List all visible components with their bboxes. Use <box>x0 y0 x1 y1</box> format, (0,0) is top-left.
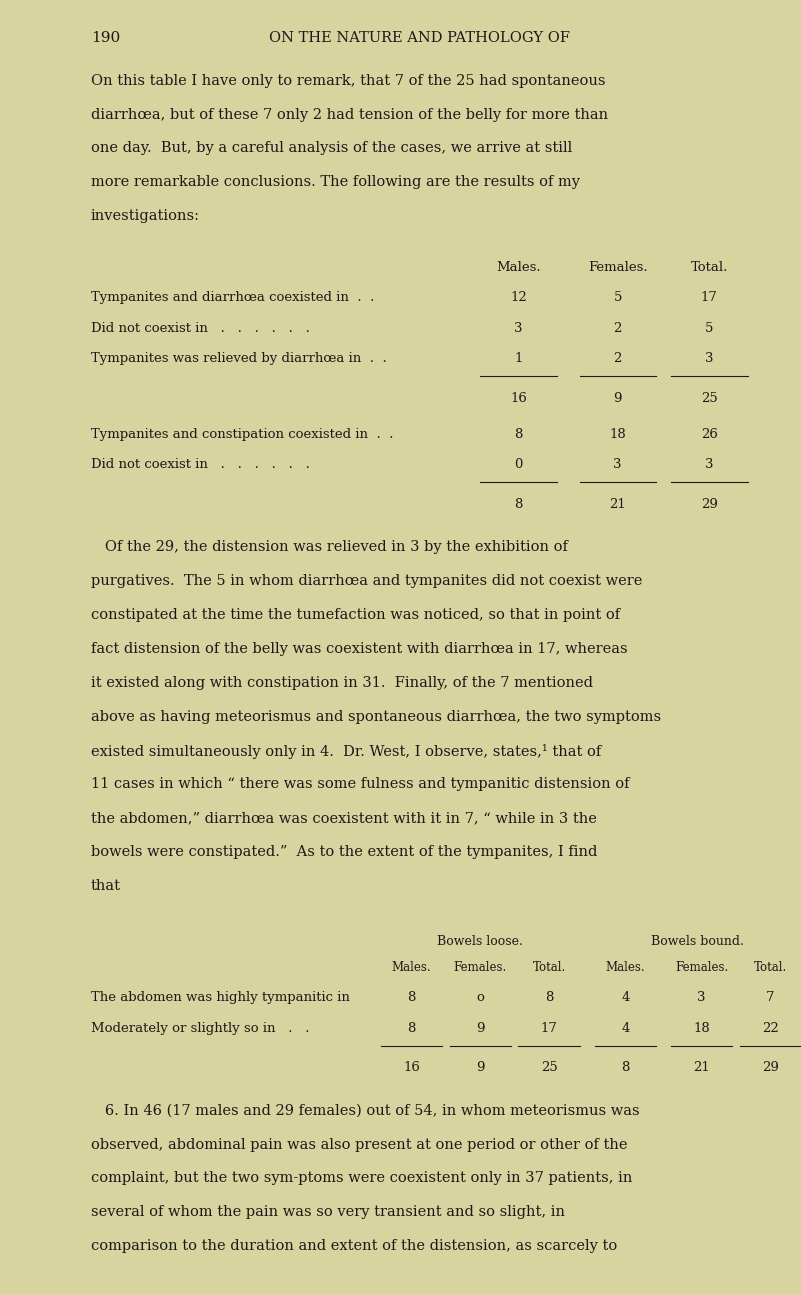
Text: 25: 25 <box>701 391 718 405</box>
Text: diarrhœa, but of these 7 only 2 had tension of the belly for more than: diarrhœa, but of these 7 only 2 had tens… <box>91 107 608 122</box>
Text: 0: 0 <box>514 458 522 471</box>
Text: investigations:: investigations: <box>91 210 199 223</box>
Text: 18: 18 <box>694 1022 710 1035</box>
Text: Females.: Females. <box>675 961 728 974</box>
Text: 8: 8 <box>408 1022 416 1035</box>
Text: above as having meteorismus and spontaneous diarrhœa, the two symptoms: above as having meteorismus and spontane… <box>91 710 661 724</box>
Text: complaint, but the two sym­ptoms were coexistent only in 37 patients, in: complaint, but the two sym­ptoms were co… <box>91 1172 632 1185</box>
Text: 6. In 46 (17 males and 29 females) out of 54, in whom meteorismus was: 6. In 46 (17 males and 29 females) out o… <box>91 1103 639 1118</box>
Text: 11 cases in which “ there was some fulness and tympanitic distension of: 11 cases in which “ there was some fulne… <box>91 777 630 791</box>
Text: 26: 26 <box>701 427 718 442</box>
Text: 18: 18 <box>610 427 626 442</box>
Text: ON THE NATURE AND PATHOLOGY OF: ON THE NATURE AND PATHOLOGY OF <box>268 31 570 45</box>
Text: Tympanites was relieved by diarrhœa in  .  .: Tympanites was relieved by diarrhœa in .… <box>91 352 387 365</box>
Text: Females.: Females. <box>453 961 507 974</box>
Text: 5: 5 <box>614 291 622 304</box>
Text: it existed along with constipation in 31.  Finally, of the 7 mentioned: it existed along with constipation in 31… <box>91 676 593 690</box>
Text: Total.: Total. <box>690 262 728 275</box>
Text: 29: 29 <box>701 499 718 512</box>
Text: 8: 8 <box>408 992 416 1005</box>
Text: existed simultaneously only in 4.  Dr. West, I observe, states,¹ that of: existed simultaneously only in 4. Dr. We… <box>91 743 601 759</box>
Text: 17: 17 <box>701 291 718 304</box>
Text: 3: 3 <box>514 321 523 334</box>
Text: fact distension of the belly was coexistent with diarrhœa in 17, whereas: fact distension of the belly was coexist… <box>91 642 627 657</box>
Text: 1: 1 <box>514 352 522 365</box>
Text: 9: 9 <box>476 1062 485 1075</box>
Text: 25: 25 <box>541 1062 557 1075</box>
Text: 17: 17 <box>541 1022 557 1035</box>
Text: 12: 12 <box>510 291 527 304</box>
Text: the abdomen,” diarrhœa was coexistent with it in 7, “ while in 3 the: the abdomen,” diarrhœa was coexistent wi… <box>91 811 597 825</box>
Text: 3: 3 <box>705 458 714 471</box>
Text: Total.: Total. <box>533 961 566 974</box>
Text: 3: 3 <box>705 352 714 365</box>
Text: 5: 5 <box>705 321 714 334</box>
Text: 4: 4 <box>622 1022 630 1035</box>
Text: 3: 3 <box>614 458 622 471</box>
Text: 2: 2 <box>614 321 622 334</box>
Text: several of whom the pain was so very transient and so slight, in: several of whom the pain was so very tra… <box>91 1206 565 1220</box>
Text: 9: 9 <box>614 391 622 405</box>
Text: that: that <box>91 879 121 894</box>
Text: Bowels bound.: Bowels bound. <box>651 935 744 948</box>
Text: 9: 9 <box>476 1022 485 1035</box>
Text: Did not coexist in   .   .   .   .   .   .: Did not coexist in . . . . . . <box>91 321 310 334</box>
Text: Moderately or slightly so in   .   .: Moderately or slightly so in . . <box>91 1022 309 1035</box>
Text: Bowels loose.: Bowels loose. <box>437 935 523 948</box>
Text: purgatives.  The 5 in whom diarrhœa and tympanites did not coexist were: purgatives. The 5 in whom diarrhœa and t… <box>91 574 642 588</box>
Text: 21: 21 <box>610 499 626 512</box>
Text: o: o <box>477 992 485 1005</box>
Text: The abdomen was highly tympanitic in: The abdomen was highly tympanitic in <box>91 992 350 1005</box>
Text: comparison to the duration and extent of the distension, as scarcely to: comparison to the duration and extent of… <box>91 1239 617 1254</box>
Text: Males.: Males. <box>392 961 432 974</box>
Text: 4: 4 <box>622 992 630 1005</box>
Text: 22: 22 <box>762 1022 779 1035</box>
Text: Total.: Total. <box>754 961 787 974</box>
Text: 2: 2 <box>614 352 622 365</box>
Text: 16: 16 <box>403 1062 420 1075</box>
Text: 16: 16 <box>510 391 527 405</box>
Text: 21: 21 <box>694 1062 710 1075</box>
Text: 29: 29 <box>762 1062 779 1075</box>
Text: more remarkable conclusions. The following are the results of my: more remarkable conclusions. The followi… <box>91 175 580 189</box>
Text: observed, abdominal pain was also present at one period or other of the: observed, abdominal pain was also presen… <box>91 1137 627 1151</box>
Text: 8: 8 <box>545 992 553 1005</box>
Text: 7: 7 <box>767 992 775 1005</box>
Text: 8: 8 <box>622 1062 630 1075</box>
Text: one day.  But, by a careful analysis of the cases, we arrive at still: one day. But, by a careful analysis of t… <box>91 141 572 155</box>
Text: bowels were constipated.”  As to the extent of the tympanites, I find: bowels were constipated.” As to the exte… <box>91 846 598 859</box>
Text: Of the 29, the distension was relieved in 3 by the exhibition of: Of the 29, the distension was relieved i… <box>91 540 568 554</box>
Text: 8: 8 <box>514 427 522 442</box>
Text: 3: 3 <box>698 992 706 1005</box>
Text: On this table I have only to remark, that 7 of the 25 had spontaneous: On this table I have only to remark, tha… <box>91 74 606 88</box>
Text: constipated at the time the tumefaction was noticed, so that in point of: constipated at the time the tumefaction … <box>91 609 620 622</box>
Text: Females.: Females. <box>588 262 647 275</box>
Text: Tympanites and constipation coexisted in  .  .: Tympanites and constipation coexisted in… <box>91 427 393 442</box>
Text: Males.: Males. <box>496 262 541 275</box>
Text: Did not coexist in   .   .   .   .   .   .: Did not coexist in . . . . . . <box>91 458 310 471</box>
Text: 8: 8 <box>514 499 522 512</box>
Text: 190: 190 <box>91 31 120 45</box>
Text: Tympanites and diarrhœa coexisted in  .  .: Tympanites and diarrhœa coexisted in . . <box>91 291 374 304</box>
Text: Males.: Males. <box>606 961 645 974</box>
